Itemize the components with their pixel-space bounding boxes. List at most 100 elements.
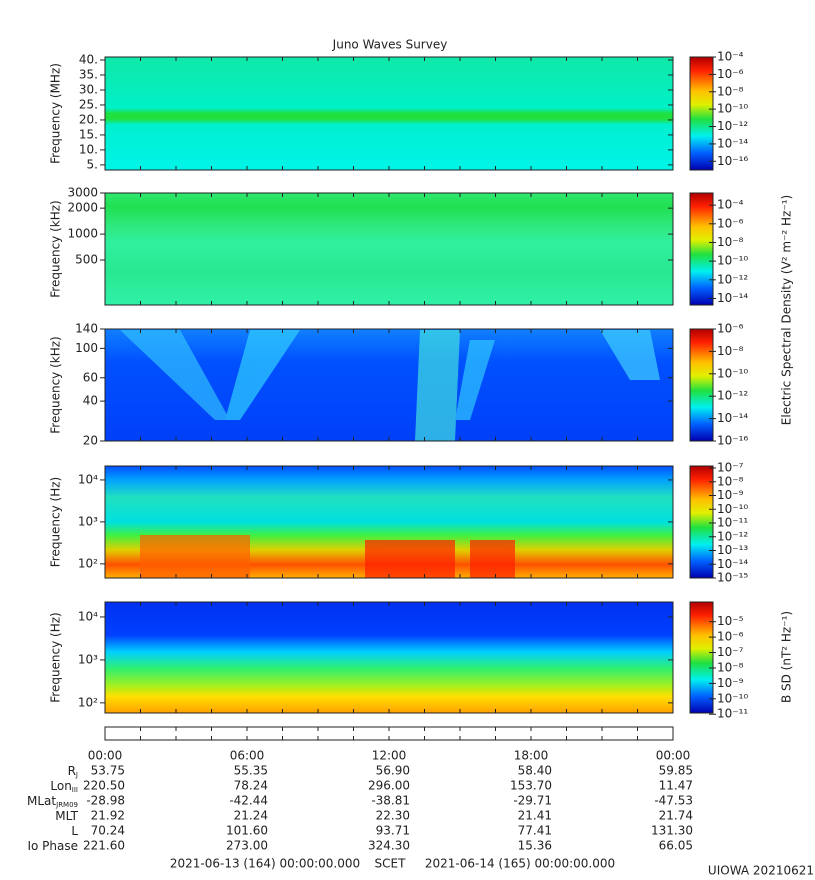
colorbar-tick-label: 10⁻¹⁴ [717, 411, 748, 425]
footer-center: SCET [375, 857, 407, 871]
colorbar-tick-label: 10⁻¹² [717, 389, 748, 403]
ephemeris-label: L [71, 824, 78, 838]
ephemeris-value: 70.24 [91, 824, 125, 838]
y-tick-label: 1000 [67, 227, 98, 241]
y-tick-label: 35. [79, 67, 98, 81]
y-tick-label: 10⁴ [78, 472, 98, 486]
ephemeris-value: 21.92 [91, 809, 125, 823]
y-tick-label: 60 [83, 370, 98, 384]
colorbar-tick-label: 10⁻⁵ [717, 614, 744, 628]
y-tick-label: 10⁴ [78, 609, 98, 623]
ephemeris-label-main: Lon [50, 779, 71, 793]
ephemeris-value: 77.41 [518, 824, 552, 838]
y-tick-label: 3000 [67, 186, 98, 200]
ephemeris-label-main: MLT [55, 809, 78, 823]
ephemeris-label-main: R [68, 764, 76, 778]
colorbar-tick-label: 10⁻⁸ [717, 660, 744, 674]
colorbar-tick-label: 10⁻⁶ [717, 216, 744, 230]
y-tick-label: 10. [79, 142, 98, 156]
y-tick-label: 40. [79, 52, 98, 66]
ephemeris-label-sub: JRM09 [55, 801, 78, 809]
ephemeris-value: -28.98 [86, 794, 125, 808]
y-tick-label: 100 [75, 341, 98, 355]
colorbar-tick-label: 10⁻¹⁶ [717, 434, 748, 448]
y-tick-label: 500 [75, 252, 98, 266]
y-tick-label: 140 [75, 322, 98, 336]
y-tick-label: 30. [79, 82, 98, 96]
ephemeris-value: 21.41 [518, 809, 552, 823]
y-tick-label: 20 [83, 434, 98, 448]
colorbar-tick-label: 10⁻⁹ [717, 676, 744, 690]
ephemeris-value: 55.35 [234, 764, 268, 778]
colorbar-tick-label: 10⁻¹⁵ [717, 571, 748, 585]
ephemeris-label: Io Phase [27, 839, 78, 853]
spectrogram-image [105, 602, 673, 713]
ephemeris-value: 324.30 [368, 839, 410, 853]
y-tick-label: 10³ [78, 652, 98, 666]
ephemeris-label: LonIII [50, 779, 78, 795]
x-tick-label: 18:00 [514, 749, 549, 763]
colorbar-label: Electric Spectral Density (V² m⁻² Hz⁻¹) [780, 195, 794, 425]
colorbar-tick-label: 10⁻⁹ [717, 488, 744, 502]
ephemeris-label-main: Io Phase [27, 839, 78, 853]
colorbar-label: B SD (nT² Hz⁻¹) [780, 611, 794, 703]
colorbar [689, 601, 714, 714]
ephemeris-value: 221.60 [83, 839, 125, 853]
spectrogram-image [105, 193, 673, 305]
footer-end: 2021-06-14 (165) 00:00:00.000 [425, 857, 615, 871]
ephemeris-value: 21.74 [659, 809, 693, 823]
ephemeris-value: 101.60 [226, 824, 268, 838]
chart-title: Juno Waves Survey [332, 38, 448, 52]
ephemeris-value: 56.90 [376, 764, 410, 778]
ephemeris-value: 58.40 [518, 764, 552, 778]
colorbar-tick-label: 10⁻¹⁰ [717, 502, 748, 516]
colorbar-tick-label: 10⁻⁸ [717, 344, 744, 358]
y-tick-label: 40 [83, 394, 98, 408]
ephemeris-value: 21.24 [234, 809, 268, 823]
colorbar-tick-label: 10⁻¹² [717, 529, 748, 543]
credit: UIOWA 20210621 [708, 864, 814, 878]
ephemeris-value: 153.70 [510, 779, 552, 793]
colorbar-tick-label: 10⁻¹⁴ [717, 557, 748, 571]
ephemeris-value: 53.75 [91, 764, 125, 778]
colorbar-tick-label: 10⁻⁶ [717, 630, 744, 644]
ephemeris-value: -47.53 [654, 794, 693, 808]
y-tick-label: 25. [79, 97, 98, 111]
x-tick-label: 06:00 [230, 749, 265, 763]
ephemeris-value: 15.36 [518, 839, 552, 853]
ephemeris-value: 59.85 [659, 764, 693, 778]
colorbar-tick-label: 10⁻⁴ [717, 50, 744, 64]
colorbar-tick-label: 10⁻⁸ [717, 474, 744, 488]
ephemeris-label: RJ [68, 764, 78, 780]
colorbar-tick-label: 10⁻⁷ [717, 461, 744, 475]
y-tick-label: 10² [78, 556, 98, 570]
ephemeris-label-sub: J [75, 771, 78, 779]
y-tick-label: 10³ [78, 514, 98, 528]
ephemeris-value: 93.71 [376, 824, 410, 838]
colorbar-tick-label: 10⁻¹² [717, 272, 748, 286]
ephemeris-value: 66.05 [659, 839, 693, 853]
colorbar-tick-label: 10⁻¹⁰ [717, 691, 748, 705]
spectrogram-image [105, 57, 673, 170]
ephemeris-value: 78.24 [234, 779, 268, 793]
y-axis-label: Frequency (MHz) [49, 63, 63, 164]
y-axis-label: Frequency (kHz) [49, 336, 63, 433]
colorbar [689, 328, 714, 442]
colorbar-tick-label: 10⁻⁶ [717, 322, 744, 336]
colorbar-tick-label: 10⁻¹⁴ [717, 136, 748, 150]
colorbar [689, 56, 714, 171]
colorbar-tick-label: 10⁻¹¹ [717, 707, 748, 721]
y-tick-label: 15. [79, 127, 98, 141]
y-axis-label: Frequency (kHz) [49, 200, 63, 297]
colorbar-tick-label: 10⁻⁸ [717, 235, 744, 249]
ephemeris-value: 131.30 [651, 824, 693, 838]
ephemeris-value: 22.30 [376, 809, 410, 823]
ephemeris-value: -38.81 [371, 794, 410, 808]
colorbar [689, 465, 714, 579]
colorbar-tick-label: 10⁻¹⁴ [717, 291, 748, 305]
colorbar-tick-label: 10⁻⁸ [717, 84, 744, 98]
spectrogram-texture [120, 330, 660, 578]
ephemeris-value: -42.44 [229, 794, 268, 808]
footer-start: 2021-06-13 (164) 00:00:00.000 [170, 857, 360, 871]
